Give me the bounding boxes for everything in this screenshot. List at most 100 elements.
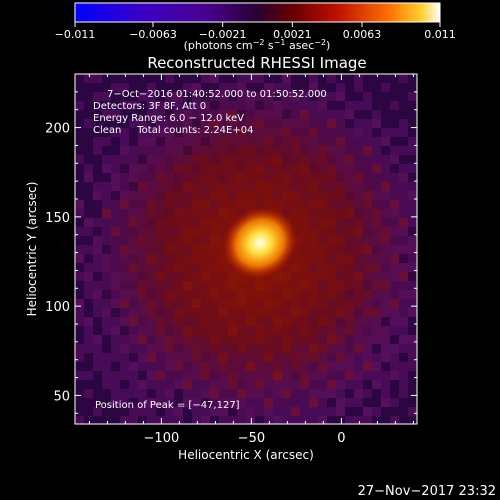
image-cell: [75, 200, 84, 209]
image-cell: [390, 119, 399, 128]
image-cell: [84, 119, 93, 128]
image-cell: [75, 236, 84, 245]
colorbar: [74, 2, 441, 23]
image-cell: [111, 92, 120, 101]
image-cell: [75, 254, 84, 263]
image-cell: [363, 74, 372, 83]
image-cell: [129, 380, 138, 389]
image-cell: [318, 416, 327, 424]
image-cell: [111, 380, 120, 389]
image-cell: [363, 92, 372, 101]
image-cell: [390, 398, 399, 407]
image-cell: [381, 83, 390, 92]
image-cell: [75, 326, 84, 335]
image-cell: [75, 92, 84, 101]
image-cell: [390, 83, 399, 92]
timestamp: 27−Nov−2017 23:32: [358, 484, 496, 499]
image-cell: [183, 74, 192, 83]
image-cell: [138, 74, 147, 83]
image-cell: [408, 146, 417, 155]
image-cell: [75, 281, 84, 290]
image-cell: [93, 128, 102, 137]
colorbar-tick-label: 0.0021: [273, 28, 312, 41]
image-cell: [363, 83, 372, 92]
image-cell: [372, 398, 381, 407]
image-cell: [408, 137, 417, 146]
image-cell: [93, 398, 102, 407]
image-cell: [147, 92, 156, 101]
image-cell: [399, 92, 408, 101]
emission-core: [223, 207, 297, 279]
image-cell: [138, 389, 147, 398]
image-cell: [354, 416, 363, 424]
image-cell: [390, 389, 399, 398]
image-cell: [75, 353, 84, 362]
image-cell: [84, 92, 93, 101]
image-cell: [84, 317, 93, 326]
image-cell: [174, 83, 183, 92]
image-cell: [336, 74, 345, 83]
image-cell: [372, 74, 381, 83]
image-cell: [84, 164, 93, 173]
image-cell: [84, 344, 93, 353]
image-cell: [408, 344, 417, 353]
image-cell: [399, 83, 408, 92]
image-cell: [399, 101, 408, 110]
image-cell: [390, 371, 399, 380]
image-cell: [381, 389, 390, 398]
image-cell: [390, 407, 399, 416]
info-text: 7−Oct−2016 01:40:52.000 to 01:50:52.000 …: [93, 89, 327, 411]
image-cell: [93, 119, 102, 128]
image-cell: [102, 416, 111, 424]
image-cell: [183, 416, 192, 424]
image-cell: [75, 119, 84, 128]
image-cell: [381, 110, 390, 119]
image-cell: [84, 128, 93, 137]
image-cell: [75, 227, 84, 236]
image-cell: [327, 416, 336, 424]
image-cell: [372, 380, 381, 389]
image-cell: [354, 83, 363, 92]
image-cell: [75, 182, 84, 191]
image-cell: [93, 101, 102, 110]
image-cell: [120, 83, 129, 92]
image-cell: [390, 92, 399, 101]
image-cell: [399, 119, 408, 128]
image-cell: [336, 407, 345, 416]
image-cell: [399, 398, 408, 407]
image-cell: [174, 416, 183, 424]
chart-title: Reconstructed RHESSI Image: [147, 54, 366, 72]
image-cell: [75, 380, 84, 389]
image-cell: [345, 92, 354, 101]
image-cell: [129, 416, 138, 424]
image-cell: [345, 407, 354, 416]
image-cell: [120, 380, 129, 389]
image-cell: [372, 110, 381, 119]
image-cell: [75, 290, 84, 299]
image-cell: [363, 407, 372, 416]
image-cell: [345, 398, 354, 407]
image-cell: [390, 362, 399, 371]
image-cell: [84, 380, 93, 389]
image-cell: [93, 110, 102, 119]
image-cell: [75, 173, 84, 182]
image-cell: [399, 380, 408, 389]
image-cell: [381, 92, 390, 101]
image-cell: [408, 101, 417, 110]
image-cell: [147, 416, 156, 424]
image-cell: [129, 110, 138, 119]
image-cell: [408, 398, 417, 407]
image-cell: [93, 389, 102, 398]
image-cell: [372, 101, 381, 110]
image-cell: [111, 83, 120, 92]
image-cell: [363, 398, 372, 407]
image-cell: [408, 74, 417, 83]
image-cell: [399, 416, 408, 424]
image-cell: [408, 155, 417, 164]
image-cell: [111, 362, 120, 371]
image-cell: [111, 101, 120, 110]
image-cell: [75, 137, 84, 146]
image-cell: [120, 416, 129, 424]
image-cell: [120, 74, 129, 83]
x-axis-label: Heliocentric X (arcsec): [178, 448, 314, 462]
